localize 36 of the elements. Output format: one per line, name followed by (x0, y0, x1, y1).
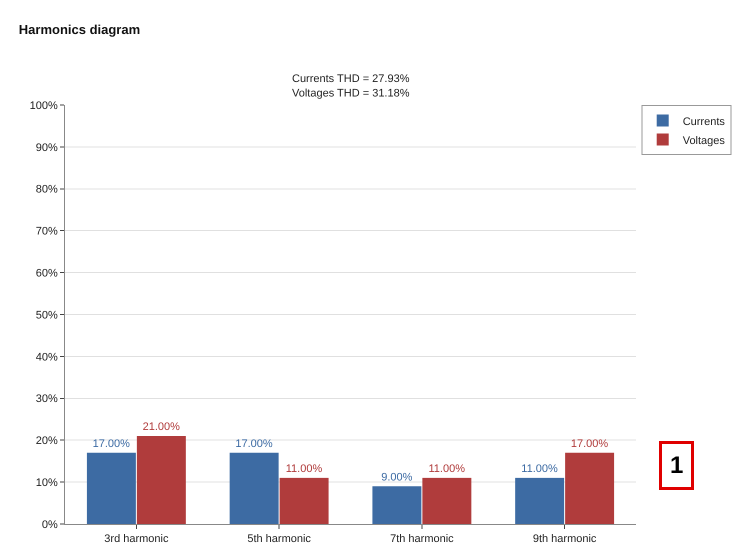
legend-label: Voltages (682, 134, 726, 147)
y-tick-label: 90% (36, 142, 58, 154)
bar (515, 478, 564, 524)
y-tick-label: 40% (36, 351, 58, 364)
chart-subtitle: Currents THD = 27.93% Voltages THD = 31.18% (292, 73, 410, 100)
bar (86, 452, 136, 524)
x-tick-label: 9th harmonic (532, 533, 597, 546)
data-label: 17.00% (235, 438, 273, 450)
bar (136, 436, 186, 524)
y-tick-label: 50% (36, 309, 58, 322)
data-label: 21.00% (142, 421, 180, 434)
y-tick-label: 20% (36, 435, 58, 448)
y-tick-label: 60% (36, 267, 58, 280)
bar (372, 486, 422, 524)
y-tick-label: 0% (42, 518, 58, 531)
y-tick-label: 10% (36, 476, 58, 489)
data-label: 11.00% (521, 462, 558, 475)
x-tick-label: 7th harmonic (390, 533, 454, 546)
bar (280, 478, 329, 524)
bar (565, 452, 614, 524)
y-tick-label: 100% (30, 100, 58, 112)
y-tick-label: 30% (36, 393, 58, 406)
data-label: 11.00% (286, 462, 322, 475)
y-tick-label: 80% (36, 184, 58, 196)
x-tick-label: 5th harmonic (247, 533, 312, 546)
data-label: 17.00% (92, 438, 130, 450)
x-tick-label: 3rd harmonic (104, 533, 169, 546)
bar (422, 478, 472, 524)
data-label: 9.00% (381, 471, 413, 484)
legend-label: Currents (682, 116, 726, 128)
data-label: 17.00% (570, 438, 608, 450)
bar (230, 452, 279, 524)
data-label: 11.00% (428, 462, 466, 475)
chart-title: Harmonics diagram (18, 22, 140, 38)
y-tick-label: 70% (36, 226, 58, 238)
text: 1 (670, 452, 684, 479)
